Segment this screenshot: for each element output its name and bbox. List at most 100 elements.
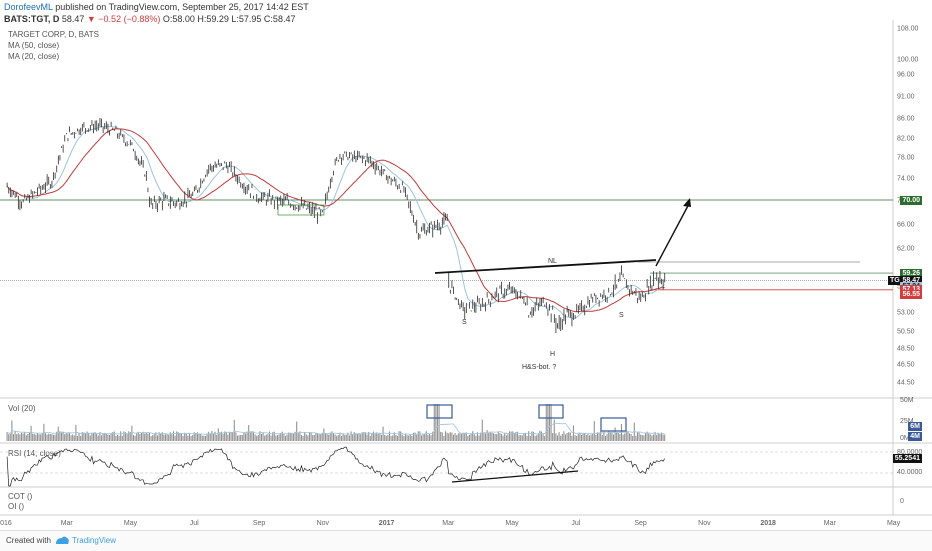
volume-bar bbox=[625, 431, 627, 441]
time-tick-label: Jul bbox=[190, 520, 199, 527]
volume-bar bbox=[401, 434, 403, 441]
oi-pane-label[interactable]: OI () bbox=[8, 502, 24, 511]
target-arrow[interactable] bbox=[655, 201, 691, 267]
volume-bar bbox=[32, 433, 34, 441]
volume-bar bbox=[537, 433, 539, 441]
volume-bar bbox=[627, 431, 629, 441]
volume-bar bbox=[456, 435, 458, 441]
volume-bar bbox=[500, 433, 503, 441]
volume-bar bbox=[510, 431, 512, 441]
volume-bar bbox=[166, 434, 168, 441]
volume-bar bbox=[552, 433, 554, 441]
price-tick-label: 82.00 bbox=[897, 136, 915, 143]
volume-box-2[interactable] bbox=[538, 404, 564, 419]
tag-rsi[interactable]: 55.2541 bbox=[892, 454, 922, 463]
consolidation-box[interactable] bbox=[277, 204, 325, 216]
volume-bar bbox=[664, 434, 666, 441]
tradingview-brand-link[interactable]: TradingView bbox=[72, 536, 117, 545]
volume-bar bbox=[220, 431, 223, 441]
tag-level-70[interactable]: 70.00 bbox=[900, 195, 922, 205]
volume-bar bbox=[539, 430, 541, 441]
volume-bar bbox=[566, 432, 568, 441]
annotation-nl[interactable]: NL bbox=[548, 258, 557, 265]
volume-bar bbox=[376, 432, 378, 441]
legend-ma50[interactable]: MA (50, close) bbox=[8, 41, 60, 50]
volume-bar bbox=[564, 434, 567, 441]
volume-bar bbox=[204, 435, 207, 441]
volume-bar bbox=[603, 431, 605, 441]
volume-bar bbox=[94, 432, 96, 441]
annotation-h[interactable]: H bbox=[550, 351, 555, 358]
volume-bar bbox=[363, 432, 365, 441]
volume-bar bbox=[16, 434, 18, 441]
annotation-s-right[interactable]: S bbox=[619, 312, 624, 319]
volume-bar bbox=[140, 432, 143, 441]
volume-bar bbox=[115, 435, 117, 441]
price-tick-label: 62.00 bbox=[897, 246, 915, 253]
volume-bar bbox=[579, 432, 581, 441]
volume-bar bbox=[297, 433, 299, 441]
volume-bar bbox=[473, 434, 475, 441]
tag-level-59[interactable]: 59.26 bbox=[900, 268, 922, 278]
volume-bar bbox=[72, 434, 74, 441]
volume-bar bbox=[68, 432, 71, 441]
legend-ma20[interactable]: MA (20, close) bbox=[8, 52, 60, 61]
volume-bar bbox=[126, 433, 128, 441]
volume-box-3[interactable] bbox=[600, 417, 627, 432]
rsi-trendline[interactable] bbox=[451, 470, 579, 483]
ma50-line[interactable] bbox=[6, 128, 665, 313]
tag-volume[interactable]: 6M bbox=[908, 422, 922, 431]
tag-last-price[interactable]: 58.47 bbox=[900, 275, 922, 285]
volume-bar bbox=[384, 434, 386, 441]
volume-bar bbox=[478, 435, 480, 441]
rsi-pane-label[interactable]: RSI (14, close) bbox=[8, 449, 61, 458]
volume-bar bbox=[92, 433, 95, 441]
tag-symbol[interactable]: TGT bbox=[888, 275, 906, 285]
annotation-hs-bottom[interactable]: H&S-bot. ? bbox=[522, 364, 556, 371]
volume-bar bbox=[369, 435, 371, 441]
volume-box-1[interactable] bbox=[426, 404, 453, 419]
volume-bar bbox=[395, 434, 397, 441]
volume-bar bbox=[179, 433, 181, 441]
author-link[interactable]: DorofeevML bbox=[4, 2, 53, 12]
volume-bar bbox=[470, 433, 472, 441]
rsi-line[interactable] bbox=[6, 446, 665, 487]
volume-bar bbox=[387, 435, 389, 441]
volume-bar bbox=[60, 432, 63, 441]
volume-bar bbox=[452, 434, 455, 441]
ma20-line[interactable] bbox=[6, 125, 666, 320]
volume-bar bbox=[185, 433, 187, 441]
volume-bar bbox=[48, 433, 50, 441]
volume-bar bbox=[502, 435, 504, 441]
volume-bar bbox=[568, 432, 570, 441]
time-axis: 2016 Mar May Jul Sep Nov 2017 Mar May Jul Sep Nov 20… bbox=[0, 520, 901, 527]
tag-ma50-a[interactable]: 57.13 bbox=[900, 285, 922, 295]
volume-bar bbox=[372, 431, 375, 441]
rsi-tick-label: 80.0000 bbox=[897, 449, 922, 456]
volume-bar bbox=[347, 432, 349, 441]
volume-bar bbox=[512, 431, 514, 441]
annotation-s-left[interactable]: S bbox=[462, 319, 467, 326]
volume-bar bbox=[195, 433, 197, 441]
time-tick-label: 2017 bbox=[379, 520, 395, 527]
volume-bar bbox=[268, 431, 271, 441]
tag-ma50-b[interactable]: 56.55 bbox=[900, 290, 922, 300]
volume-bar bbox=[406, 435, 408, 441]
volume-bar bbox=[168, 434, 170, 441]
price-bars[interactable] bbox=[6, 117, 666, 334]
volume-bar bbox=[83, 432, 85, 441]
volume-bar bbox=[662, 434, 664, 441]
tag-volume-ma[interactable]: 4M bbox=[908, 432, 922, 441]
chart-canvas[interactable]: 108.00 100.00 96.00 91.00 86.00 82.00 78.00 74.… bbox=[0, 0, 932, 530]
volume-bar bbox=[59, 431, 61, 441]
volume-bar bbox=[656, 434, 658, 441]
cot-pane-label[interactable]: COT () bbox=[8, 492, 33, 501]
volume-bar bbox=[356, 433, 359, 441]
volume-bar bbox=[192, 435, 194, 441]
volume-bar bbox=[556, 435, 559, 441]
volume-bar bbox=[128, 431, 130, 441]
volume-bar bbox=[152, 435, 154, 441]
volume-pane-label[interactable]: Vol (20) bbox=[8, 404, 36, 413]
time-tick-label: Mar bbox=[824, 520, 837, 527]
neckline[interactable] bbox=[434, 259, 657, 274]
